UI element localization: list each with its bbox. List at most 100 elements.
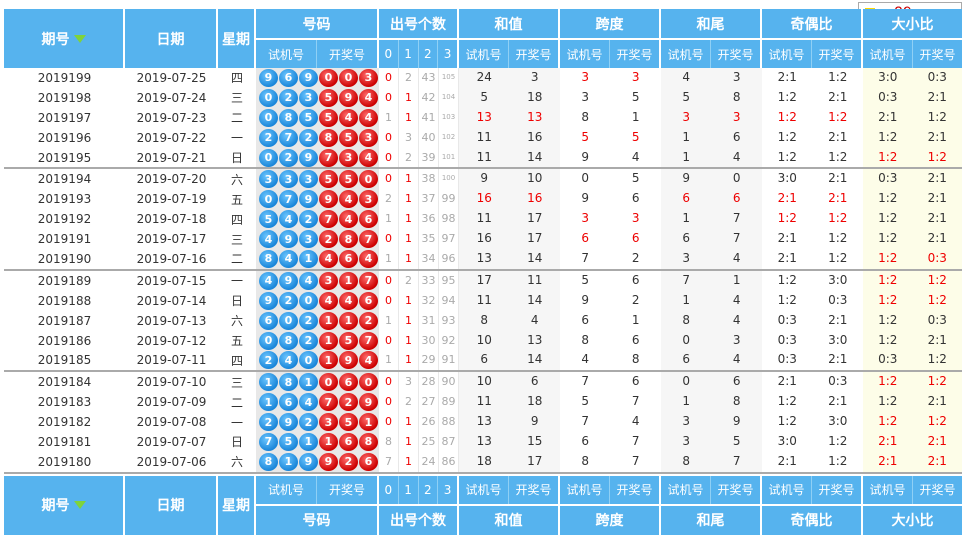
big-small-value: 2:1: [878, 434, 898, 449]
count-value: 35: [419, 229, 439, 250]
span-value: 5: [581, 394, 590, 409]
test-ball: 4: [279, 249, 298, 268]
odd-even-value: 1:2: [777, 109, 797, 124]
test-ball: 7: [279, 190, 298, 209]
big-small-value: 2:1: [927, 434, 947, 449]
span-value: 6: [631, 191, 640, 206]
sort-down-icon[interactable]: [73, 34, 86, 43]
tail-value: 3: [682, 414, 691, 429]
count-cell: 8 1 25 87: [379, 432, 459, 452]
draw-ball: 8: [359, 432, 378, 451]
odd-even-cell: 0:3 2:1: [762, 311, 863, 331]
count-value: 25: [419, 432, 439, 452]
test-ball: 2: [299, 413, 318, 432]
span-value: 6: [581, 434, 590, 449]
count-value: 27: [419, 392, 439, 413]
table-body: 2019199 2019-07-25 四 9 6 9 0 0 3 0 2 43 105 24 3 3 3 4 3 2:…: [4, 68, 962, 474]
sum-value: 13: [476, 414, 492, 429]
span-value: 5: [631, 89, 640, 104]
draw-ball: 3: [359, 190, 378, 209]
tail-header-title: 和尾: [661, 9, 760, 38]
tail-value: 4: [732, 292, 741, 307]
weekday-cell: 日: [230, 151, 243, 165]
count-col-3: 3: [438, 475, 457, 504]
weekday-cell: 三: [230, 91, 243, 106]
draw-ball: 3: [359, 128, 378, 147]
count-value: 3: [399, 127, 419, 148]
issue-cell: 2019190: [37, 251, 92, 266]
count-value: 92: [439, 330, 459, 351]
table-row: 2019182 2019-07-08 一 2 9 2 3 5 1 0 1 26 88 13 9 7 4 3 9 1:2…: [4, 412, 962, 433]
odd-even-value: 1:2: [828, 231, 848, 246]
span-value: 3: [631, 211, 640, 226]
span-value: 9: [581, 191, 590, 206]
count-value: 37: [419, 189, 439, 210]
big-small-value: 1:2: [927, 414, 947, 429]
sum-test-label: 试机号: [459, 40, 509, 68]
table-row: 2019196 2019-07-22 一 2 7 2 8 5 3 0 3 40 102 11 16 5 5 1 6 1…: [4, 127, 962, 148]
table-footer: 期号 日期 星期 试机号 开奖号 号码 0 1 2 3 出号个数 试机号 开奖号 和值 试机号开…: [4, 475, 962, 535]
odd-even-cell: 1:2 2:1: [762, 88, 863, 108]
span-test-label: 试机号: [560, 40, 610, 68]
issue-footer[interactable]: 期号: [4, 475, 125, 535]
odd-even-cell: 1:2 0:3: [762, 291, 863, 311]
big-small-value: 3:0: [878, 70, 898, 84]
big-small-cell: 1:2 0:3: [863, 310, 962, 331]
count-value: 7: [379, 451, 399, 472]
count-cell: 0 3 28 90: [379, 372, 459, 393]
test-ball: 1: [259, 373, 278, 392]
count-value: 28: [419, 372, 439, 393]
test-ball: 0: [259, 331, 278, 350]
test-ball: 3: [299, 170, 318, 189]
draw-ball: 1: [319, 331, 338, 350]
sort-down-icon[interactable]: [73, 501, 86, 510]
big-small-value: 0:3: [927, 251, 947, 266]
sum-cell: 13 14: [459, 249, 560, 269]
count-value: 43: [419, 68, 439, 88]
span-value: 8: [581, 332, 590, 347]
issue-header[interactable]: 期号: [4, 9, 125, 68]
big-small-cell: 1:2 2:1: [863, 330, 962, 351]
big-small-value: 1:2: [878, 272, 898, 287]
draw-ball: 0: [319, 373, 338, 392]
count-value: 1: [399, 290, 419, 311]
big-small-value: 2:1: [927, 453, 947, 468]
span-value: 1: [631, 109, 640, 124]
span-test-label: 试机号: [560, 475, 610, 504]
draw-ball: 8: [319, 128, 338, 147]
table-row: 2019193 2019-07-19 五 0 7 9 9 4 3 2 1 37 99 16 16 9 6 6 6 2:…: [4, 189, 962, 210]
odd-even-value: 2:1: [777, 70, 797, 84]
draw-ball: 7: [319, 148, 338, 167]
count-value: 0: [379, 412, 399, 433]
tail-value: 6: [732, 191, 741, 206]
big-small-cell: 1:2 1:2: [863, 412, 962, 433]
issue-cell: 2019194: [37, 172, 92, 187]
draw-ball: 9: [359, 393, 378, 412]
odd-even-cell: 1:2 2:1: [762, 392, 863, 412]
count-value: 102: [439, 127, 459, 148]
sum-value: 6: [480, 352, 489, 367]
sum-value: 14: [527, 292, 543, 307]
count-value: 0: [379, 270, 399, 291]
sum-draw-label: 开奖号: [509, 40, 558, 68]
big-small-cell: 1:2 2:1: [863, 127, 962, 148]
draw-ball: 6: [339, 432, 358, 451]
count-value: 36: [419, 209, 439, 230]
draw-ball: 4: [359, 148, 378, 167]
tail-value: 7: [732, 453, 741, 468]
